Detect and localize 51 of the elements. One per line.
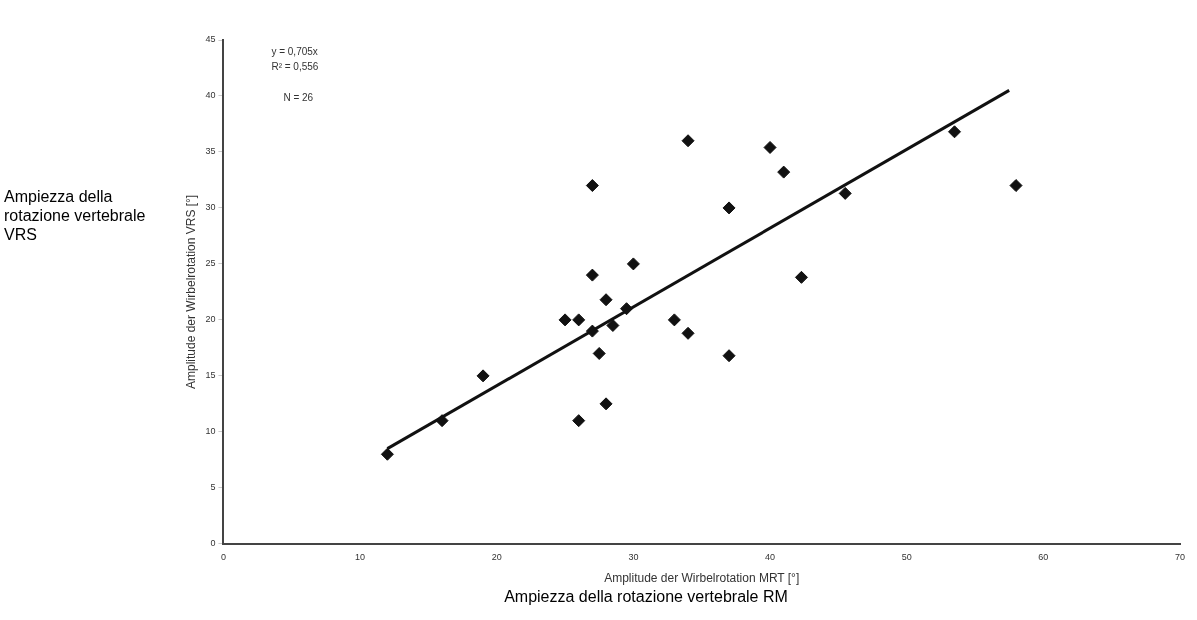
- point: [476, 369, 490, 383]
- point: [599, 293, 613, 307]
- point: [681, 326, 695, 340]
- point: [435, 414, 449, 428]
- y-axis-title: Amplitude der Wirbelrotation VRS [°]: [183, 194, 198, 390]
- y-tick-label: 30: [205, 202, 216, 213]
- x-tick-label: 30: [628, 551, 639, 562]
- y-tick-label: 5: [210, 482, 216, 493]
- y-tick-label: 20: [205, 314, 216, 325]
- text: Ampiezza della rotazione vertebrale RM: [503, 588, 789, 606]
- point: [763, 140, 777, 154]
- y-tick-label: 10: [205, 426, 216, 437]
- point: [722, 201, 736, 215]
- point: [794, 270, 808, 284]
- annotation: y = 0,705x: [271, 45, 318, 57]
- point: [777, 165, 791, 179]
- annotation: R² = 0,556: [271, 60, 319, 72]
- x-tick-label: 20: [491, 551, 502, 562]
- text: Ampiezza della rotazione vertebrale VRS: [4, 187, 147, 244]
- x-tick-label: 70: [1174, 551, 1186, 562]
- y-tick-label: 0: [210, 538, 216, 549]
- point: [722, 349, 736, 363]
- x-tick-label: 0: [220, 551, 226, 562]
- point: [1009, 179, 1023, 193]
- point: [838, 186, 852, 200]
- x-tick-label: 10: [355, 551, 366, 562]
- y-tick-label: 40: [205, 90, 216, 101]
- y-tick-label: 35: [205, 146, 216, 157]
- y-tick-label: 25: [205, 258, 216, 269]
- point: [585, 179, 599, 193]
- point: [592, 346, 606, 360]
- point: [572, 313, 586, 327]
- point: [558, 313, 572, 327]
- point: [681, 134, 695, 148]
- point: [606, 318, 620, 332]
- y-tick-label: 15: [205, 370, 216, 381]
- annotation: N = 26: [283, 91, 314, 103]
- point: [599, 397, 613, 411]
- point: [667, 313, 681, 327]
- point: [620, 302, 634, 316]
- point: [572, 414, 586, 428]
- x-tick-label: 50: [901, 551, 912, 562]
- x-axis-title: Amplitude der Wirbelrotation MRT [°]: [604, 571, 800, 586]
- point: [585, 324, 599, 338]
- point: [626, 257, 640, 271]
- x-tick-label: 60: [1038, 551, 1049, 562]
- point: [380, 447, 394, 461]
- point: [585, 268, 599, 282]
- y-tick-label: 45: [205, 34, 216, 45]
- x-tick-label: 40: [765, 551, 776, 562]
- point: [948, 125, 962, 139]
